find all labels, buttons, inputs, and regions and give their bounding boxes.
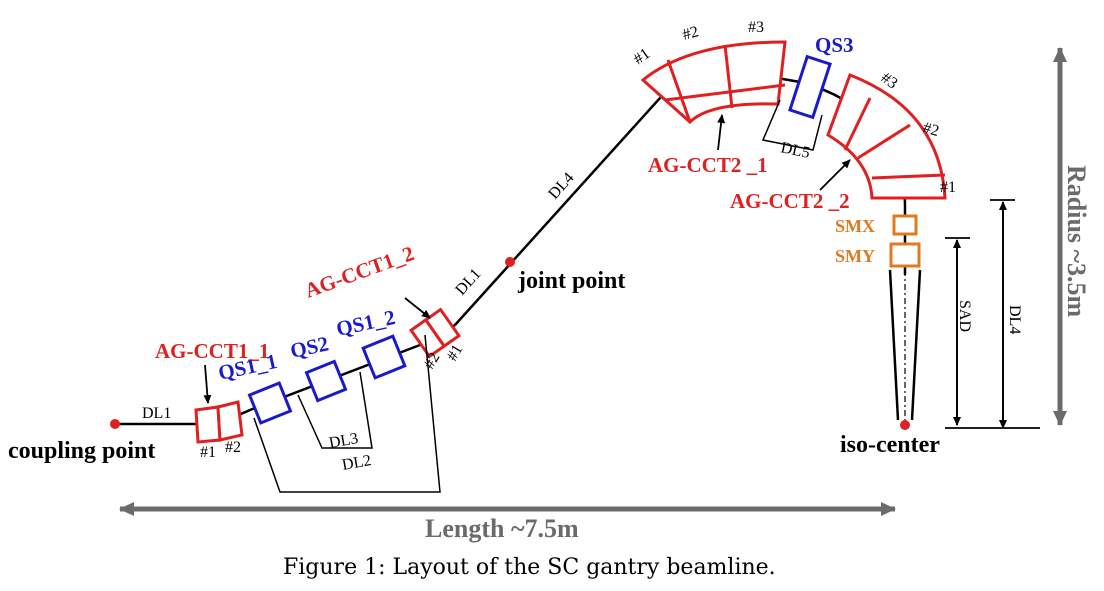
cct1-2-seg1: #1 — [444, 342, 467, 364]
dl4-right-label: DL4 — [1006, 305, 1023, 334]
ag-cct2-1-label: AG-CCT2 _1 — [648, 153, 768, 177]
qs3-label: QS3 — [815, 33, 854, 57]
ag-cct1-1-magnet — [194, 400, 244, 444]
cct2-2-seg1: #1 — [940, 179, 956, 196]
smx-magnet — [892, 214, 918, 236]
beam-fan — [888, 269, 922, 425]
cct2-1-seg2: #2 — [681, 23, 701, 44]
cct2-2-seg2: #2 — [921, 119, 941, 140]
iso-center-dot — [900, 420, 910, 430]
qs1-1-magnet — [247, 381, 293, 425]
coupling-point-label: coupling point — [8, 438, 155, 464]
ag-cct1-2-label: AG-CCT1_2 — [302, 241, 418, 303]
dl1-left-label: DL1 — [142, 405, 171, 422]
dl4-diag-label: DL4 — [545, 170, 577, 203]
pointer-arrows — [203, 114, 1040, 429]
iso-center-label: iso-center — [840, 432, 940, 458]
cct1-1-seg2: #2 — [225, 439, 241, 456]
sad-label: SAD — [956, 300, 973, 332]
coupling-point-dot — [110, 419, 120, 429]
dl5-bracket — [761, 99, 823, 151]
beam-dl4-diagonal — [454, 97, 661, 326]
cct1-1-seg1: #1 — [200, 444, 216, 461]
dl2-label: DL2 — [341, 452, 373, 474]
joint-point-label: joint point — [517, 268, 625, 294]
dl1-joint-label: DL1 — [452, 266, 484, 299]
ag-cct1-1-label: AG-CCT1_1 — [155, 339, 269, 363]
length-label: Length ~7.5m — [425, 514, 579, 543]
qs2-magnet — [304, 359, 348, 403]
ag-cct2-2-magnet — [826, 73, 947, 200]
dl5-label: DL5 — [779, 139, 811, 162]
cct2-2-seg3: #3 — [878, 69, 901, 92]
cct1-2-seg2: #2 — [421, 350, 444, 372]
dl3-label: DL3 — [328, 430, 360, 452]
cct2-1-seg1: #1 — [631, 45, 654, 68]
qs2-label: QS2 — [288, 331, 331, 362]
ag-cct2-2-label: AG-CCT2 _2 — [730, 189, 850, 213]
qs1-2-magnet — [361, 334, 407, 380]
smy-label: SMY — [835, 246, 875, 266]
qs3-magnet — [788, 54, 832, 120]
ag-cct2-1-magnet — [640, 40, 787, 125]
dl2-bracket — [253, 334, 441, 493]
radius-label: Radius ~3.5m — [1062, 165, 1091, 318]
dl3-bracket — [297, 371, 373, 449]
cct2-1-seg3: #3 — [748, 19, 764, 36]
joint-point-dot — [505, 257, 515, 267]
ag-cct1-2-magnet — [408, 307, 462, 359]
figure-caption: Figure 1: Layout of the SC gantry beamli… — [283, 555, 776, 580]
qs1-2-label: QS1_2 — [334, 305, 397, 341]
smx-label: SMX — [835, 216, 875, 236]
smy-magnet — [889, 242, 921, 268]
